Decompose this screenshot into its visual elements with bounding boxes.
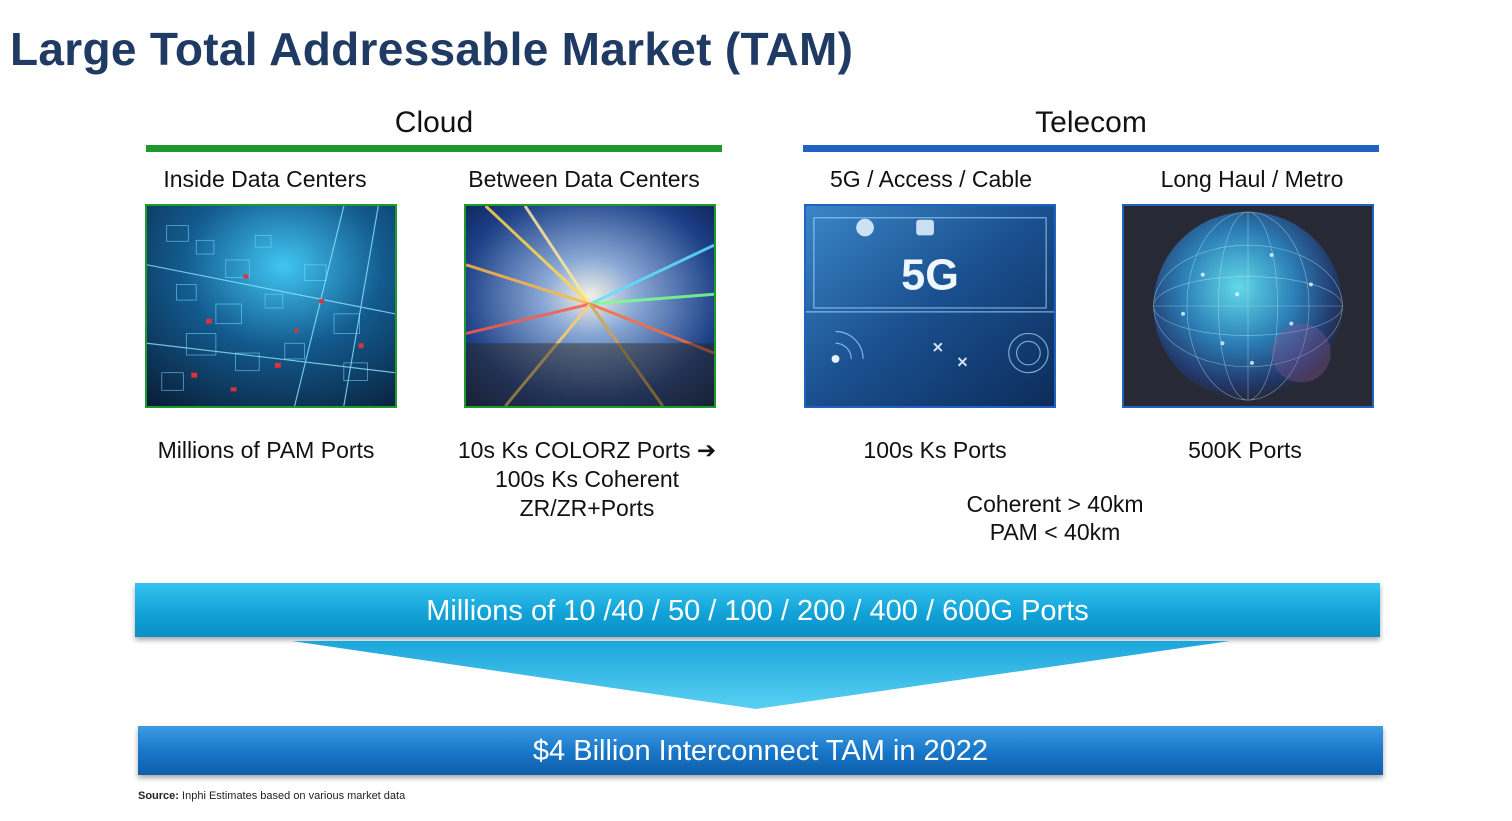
5g-network-image: 5G	[804, 204, 1056, 408]
section-title-telecom: Telecom	[1035, 106, 1147, 139]
ports-banner: Millions of 10 /40 / 50 / 100 / 200 / 40…	[135, 583, 1380, 637]
column-label-inside-data-centers: Inside Data Centers	[163, 166, 367, 192]
telecom-rule	[803, 145, 1379, 152]
source-label: Source:	[138, 790, 179, 802]
funnel-arrow	[292, 641, 1230, 709]
section-title-cloud: Cloud	[394, 106, 474, 139]
source-note: Source: Inphi Estimates based on various…	[138, 790, 405, 802]
data-center-network-image	[145, 204, 397, 408]
ports-inside-data-centers: Millions of PAM Ports	[106, 436, 426, 465]
column-label-5g-access-cable: 5G / Access / Cable	[830, 166, 1032, 192]
note-coherent: Coherent > 40km	[966, 491, 1144, 517]
column-label-long-haul-metro: Long Haul / Metro	[1160, 166, 1344, 192]
ports-long-haul-metro: 500K Ports	[1085, 436, 1405, 465]
distance-notes: Coherent > 40km PAM < 40km	[900, 490, 1210, 546]
column-label-between-data-centers: Between Data Centers	[468, 166, 700, 192]
5g-image-text: 5G	[901, 251, 959, 299]
ports-between-data-centers: 10s Ks COLORZ Ports ➔ 100s Ks Coherent Z…	[427, 436, 747, 523]
ports-line: Millions of PAM Ports	[157, 437, 375, 463]
ports-5g-access-cable: 100s Ks Ports	[775, 436, 1095, 465]
ports-line: 100s Ks Ports	[863, 437, 1007, 463]
cloud-rule	[146, 145, 722, 152]
ports-line: 100s Ks Coherent	[494, 466, 680, 492]
ports-line: 500K Ports	[1188, 437, 1302, 463]
tam-banner: $4 Billion Interconnect TAM in 2022	[138, 726, 1383, 775]
source-text: Inphi Estimates based on various market …	[182, 790, 406, 802]
note-pam: PAM < 40km	[989, 519, 1121, 545]
page-title: Large Total Addressable Market (TAM)	[10, 23, 854, 75]
light-streaks-image	[464, 204, 716, 408]
ports-line: ZR/ZR+Ports	[519, 495, 655, 521]
globe-network-image	[1122, 204, 1374, 408]
ports-line: 10s Ks COLORZ Ports ➔	[457, 437, 717, 463]
